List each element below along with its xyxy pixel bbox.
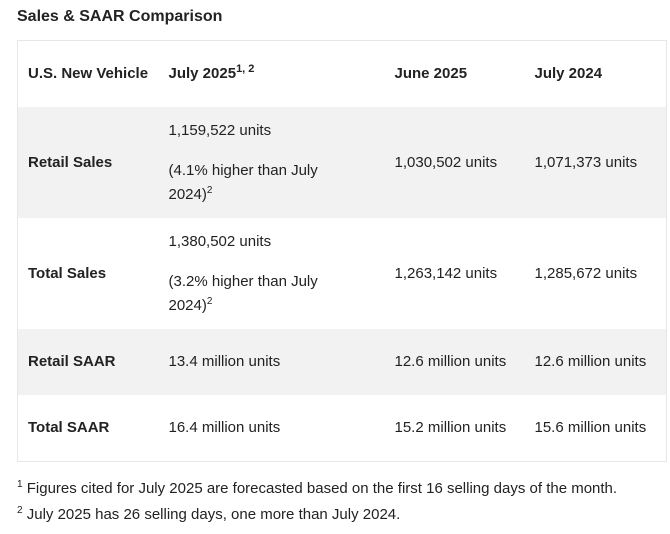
cell-text: 1,380,502 units xyxy=(168,232,272,250)
note-text: (4.1% higher than July 2024) xyxy=(168,161,318,203)
cell: 15.2 million units xyxy=(394,418,507,436)
row-label: Retail Sales xyxy=(28,153,113,171)
row-label: Total SAAR xyxy=(28,418,110,436)
superscript: 1, 2 xyxy=(236,63,255,75)
header-cell: July 2024 xyxy=(525,41,667,108)
footnote: 2 July 2025 has 26 selling days, one mor… xyxy=(17,505,400,525)
cell: 1,380,502 units (3.2% higher than July 20… xyxy=(159,218,385,329)
cell-note: (3.2% higher than July 2024)2 xyxy=(169,270,339,318)
title: Sales & SAAR Comparison xyxy=(17,8,223,25)
table-row: Retail SAAR 13.4 million units 12.6 mill… xyxy=(17,329,667,395)
cell: 13.4 million units xyxy=(168,353,281,370)
footnote-text: Figures cited for July 2025 are forecast… xyxy=(26,480,618,497)
header-cell: June 2025 xyxy=(385,41,525,108)
row-label: Total Sales xyxy=(28,264,107,282)
cell: 1,159,522 units (4.1% higher than July 20… xyxy=(159,107,385,218)
footnote: 1 Figures cited for July 2025 are foreca… xyxy=(17,479,617,499)
cell: 16.4 million units xyxy=(168,418,281,436)
header-text: U.S. New Vehicle xyxy=(28,65,149,82)
cell: 12.6 million units xyxy=(394,353,507,370)
cell: 12.6 million units xyxy=(534,353,647,370)
cell: 1,285,672 units xyxy=(534,264,638,282)
table-row: Retail Sales 1,159,522 units (4.1% higher… xyxy=(17,107,667,218)
header-text: July 2024 xyxy=(534,65,603,82)
note-text: (3.2% higher than July 2024) xyxy=(168,272,318,314)
header-cell: July 20251, 2 xyxy=(159,41,385,108)
header-text: July 2025 xyxy=(168,65,237,82)
footnote-mark: 2 xyxy=(17,505,23,516)
cell-text: 1,159,522 units xyxy=(168,121,272,139)
header-cell: U.S. New Vehicle xyxy=(18,41,159,108)
header-text: June 2025 xyxy=(394,65,468,82)
table-row: Total Sales 1,380,502 units (3.2% higher … xyxy=(18,218,667,329)
superscript: 2 xyxy=(206,184,213,196)
cell-note: (4.1% higher than July 2024)2 xyxy=(169,159,339,207)
cell: 1,071,373 units xyxy=(534,153,638,171)
table-row: Total SAAR 16.4 million units 15.2 milli… xyxy=(18,395,667,461)
header-row: U.S. New Vehicle July 20251, 2 June 2025… xyxy=(18,41,667,108)
superscript: 2 xyxy=(206,295,213,307)
footnote-mark: 1 xyxy=(17,479,23,490)
row-label: Retail SAAR xyxy=(28,353,116,370)
footnote-text: July 2025 has 26 selling days, one more … xyxy=(26,506,401,523)
comparison-table: U.S. New Vehicle July 20251, 2 June 2025… xyxy=(17,40,667,462)
cell: 15.6 million units xyxy=(534,418,647,436)
cell: 1,263,142 units xyxy=(394,264,498,282)
cell: 1,030,502 units xyxy=(394,153,498,171)
